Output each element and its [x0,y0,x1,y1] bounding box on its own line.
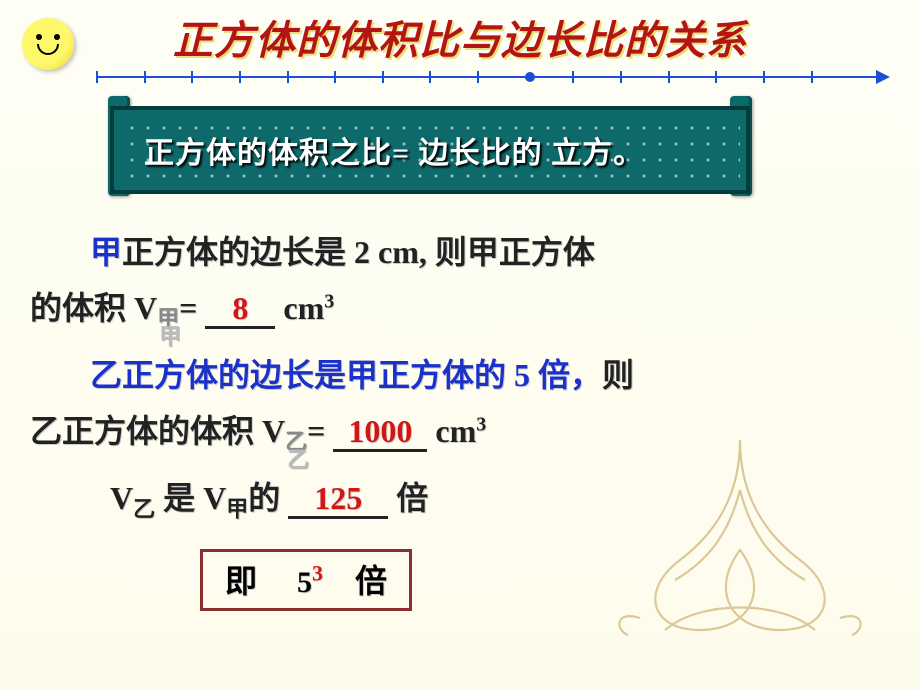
smiley-icon [22,18,74,70]
answer-1: 8 [232,290,248,326]
answer-blank-3: 125 [288,481,388,519]
answer-blank-2: 1000 [333,414,427,452]
answer-2: 1000 [348,413,412,449]
slide-title: 正方体的体积比与边长比的关系 [0,8,920,66]
answer-blank-1: 8 [205,291,275,329]
problem-1: 甲正方体的边长是 2 cm, 则甲正方体 的体积 V甲甲= 8 cm3 [30,224,890,339]
number-line-decoration [96,68,890,86]
theorem-text: 正方体的体积之比= 边长比的 立方。 [144,128,716,172]
theorem-banner: 正方体的体积之比= 边长比的 立方。 [110,106,750,194]
condition-yi: 乙正方体的边长是甲正方体的 5 倍， [90,357,602,393]
label-jia: 甲 [90,234,122,270]
answer-3: 125 [314,480,362,516]
flourish-decoration-icon [610,430,870,660]
subscript-yi: 乙乙 [285,429,307,454]
slide-header: 正方体的体积比与边长比的关系 [0,0,920,86]
conclusion-box: 即 53 倍 [200,549,412,611]
arrow-right-icon [876,70,890,84]
subscript-jia: 甲甲 [157,306,179,331]
